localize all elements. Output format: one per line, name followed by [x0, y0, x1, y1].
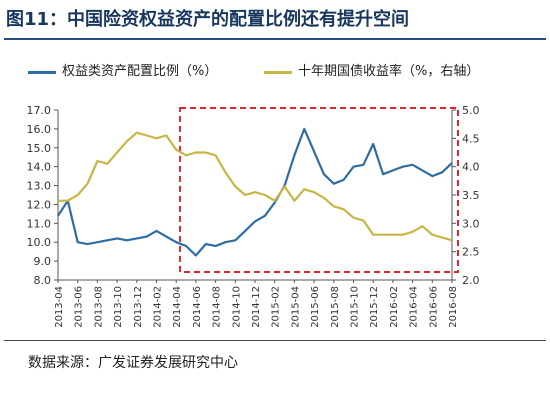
title-underline	[4, 38, 546, 40]
x-tick-label: 2013-06	[74, 286, 85, 328]
chart-legend: 权益类资产配置比例（%） 十年期国债收益率（%，右轴）	[28, 62, 538, 84]
x-tick-label: 2015-02	[271, 286, 282, 328]
legend-label-equity: 权益类资产配置比例（%）	[62, 64, 218, 79]
y-left-tick-label: 12.0	[27, 198, 52, 211]
x-tick-label: 2015-04	[290, 286, 301, 328]
footer-divider	[4, 340, 546, 341]
x-tick-label: 2016-04	[409, 286, 420, 328]
y-left-tick-label: 17.0	[27, 104, 52, 117]
x-tick-label: 2013-10	[113, 286, 124, 328]
line-chart: 8.0 9.0 10.0 11.0 12.0 13.0 14.0 15.0 16.0 17.0 2.…	[27, 104, 480, 328]
y-left-tick-label: 10.0	[27, 236, 52, 249]
y-right-tick-label: 5.0	[462, 104, 480, 117]
x-tick-label: 2014-08	[212, 286, 223, 328]
x-tick-label: 2016-08	[448, 286, 459, 328]
y-right-tick-label: 3.5	[462, 189, 480, 202]
y-left-tick-label: 15.0	[27, 142, 52, 155]
data-source: 数据来源：广发证券发展研究中心	[28, 355, 238, 371]
legend-swatch-bond-yield	[264, 71, 292, 74]
x-tick-label: 2014-02	[153, 286, 164, 328]
y-right-tick-label: 4.5	[462, 132, 480, 145]
x-tick-label: 2013-04	[54, 286, 65, 328]
x-tick-label: 2015-08	[330, 286, 341, 328]
x-tick-label: 2013-08	[93, 286, 104, 328]
legend-label-bond-yield: 十年期国债收益率（%，右轴）	[298, 64, 480, 79]
x-tick-label: 2016-06	[428, 286, 439, 328]
figure-title: 图11：中国险资权益资产的配置比例还有提升空间	[6, 9, 410, 30]
y-left-tick-label: 11.0	[27, 217, 52, 230]
legend-swatch-equity	[28, 71, 56, 74]
x-tick-label: 2014-04	[172, 286, 183, 328]
y-left-tick-label: 8.0	[34, 274, 52, 287]
x-tick-label: 2015-10	[350, 286, 361, 328]
y-right-tick-label: 3.0	[462, 217, 480, 230]
y-right-tick-label: 2.5	[462, 246, 480, 259]
x-tick-label: 2014-12	[251, 286, 262, 328]
x-tick-label: 2015-06	[310, 286, 321, 328]
series-line-bond-yield	[58, 131, 453, 242]
y-left-tick-label: 9.0	[34, 255, 52, 268]
series-line-equity	[57, 127, 453, 257]
y-left-tick-label: 16.0	[27, 123, 52, 136]
x-tick-label: 2015-12	[369, 286, 380, 328]
y-right-tick-label: 4.0	[462, 161, 480, 174]
highlight-box	[179, 107, 460, 273]
x-tick-label: 2016-02	[389, 286, 400, 328]
y-left-tick-label: 13.0	[27, 180, 52, 193]
x-tick-label: 2013-12	[133, 286, 144, 328]
x-tick-label: 2014-06	[192, 286, 203, 328]
y-left-tick-label: 14.0	[27, 161, 52, 174]
y-right-tick-label: 2.0	[462, 274, 480, 287]
x-tick-label: 2014-10	[231, 286, 242, 328]
